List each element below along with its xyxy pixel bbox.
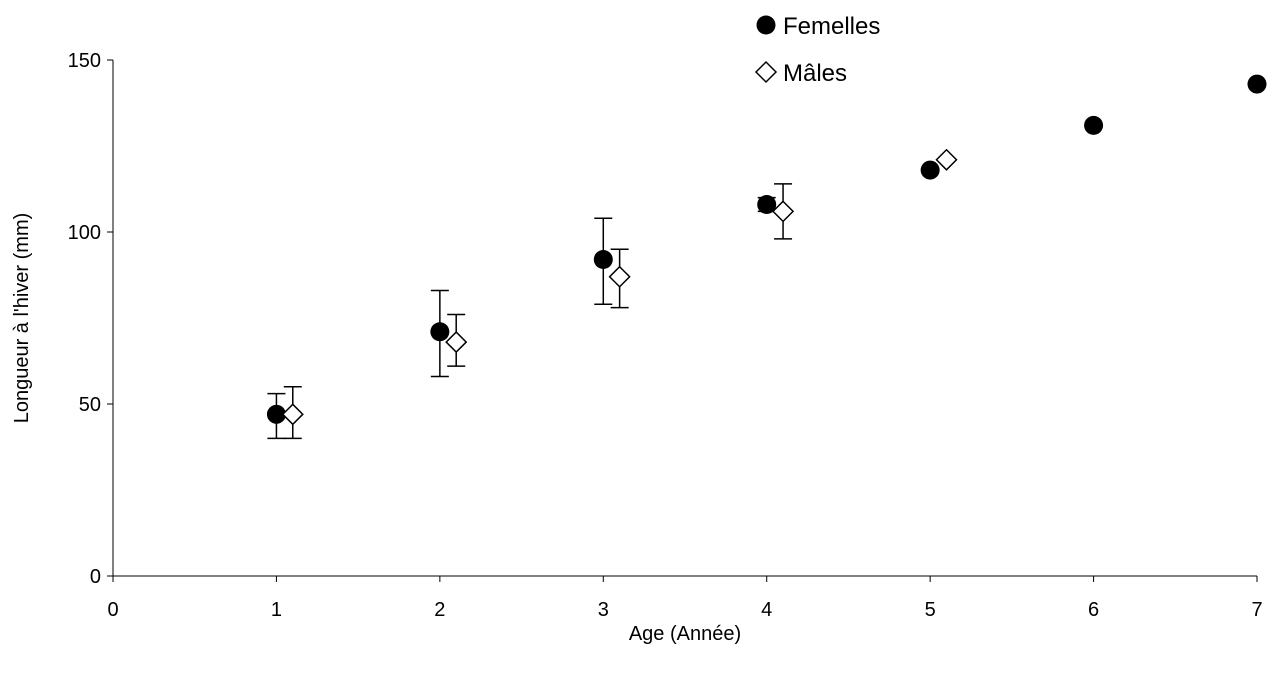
data-point-femelles (757, 194, 777, 214)
legend: Femelles Mâles (754, 13, 880, 87)
data-point-males (608, 265, 631, 288)
data-point-femelles (1247, 74, 1267, 94)
data-point-femelles (593, 250, 613, 270)
data-point-males (445, 331, 468, 354)
series-filled-circle (266, 74, 1267, 440)
legend-marker-open-diamond (754, 60, 778, 84)
data-point-males (281, 403, 304, 426)
legend-marker-filled-circle (756, 15, 776, 35)
legend-label-femelles: Femelles (783, 13, 880, 40)
x-ticks: 0 1 2 3 4 5 6 7 (107, 576, 1263, 621)
x-tick-label: 2 (434, 599, 445, 621)
legend-label-males: Mâles (783, 60, 847, 87)
data-point-femelles (430, 322, 450, 342)
x-tick-label: 7 (1251, 599, 1262, 621)
data-point-femelles (266, 404, 286, 424)
series-layer (266, 74, 1267, 440)
x-tick-label: 0 (107, 599, 118, 621)
data-point-males (771, 200, 795, 223)
x-axis-title: Age (Année) (629, 623, 741, 645)
y-tick-label: 50 (79, 394, 101, 416)
legend-item-femelles: Femelles (756, 13, 880, 40)
legend-item-males: Mâles (754, 60, 847, 87)
y-tick-label: 100 (68, 222, 101, 244)
data-point-males (935, 148, 958, 171)
x-tick-label: 3 (598, 599, 609, 621)
x-tick-label: 1 (271, 599, 282, 621)
y-ticks: 0 50 100 150 (68, 50, 113, 588)
y-axis-title: Longueur à l'hiver (mm) (11, 213, 33, 424)
x-tick-label: 5 (925, 599, 936, 621)
y-tick-label: 150 (68, 50, 101, 72)
axes: 0 50 100 150 0 1 2 3 4 5 6 7 (68, 50, 1263, 621)
data-point-femelles (1084, 115, 1104, 135)
y-tick-label: 0 (90, 566, 101, 588)
x-tick-label: 4 (761, 599, 772, 621)
series-open-diamond (281, 148, 958, 440)
data-point-femelles (920, 160, 940, 180)
x-tick-label: 6 (1088, 599, 1099, 621)
